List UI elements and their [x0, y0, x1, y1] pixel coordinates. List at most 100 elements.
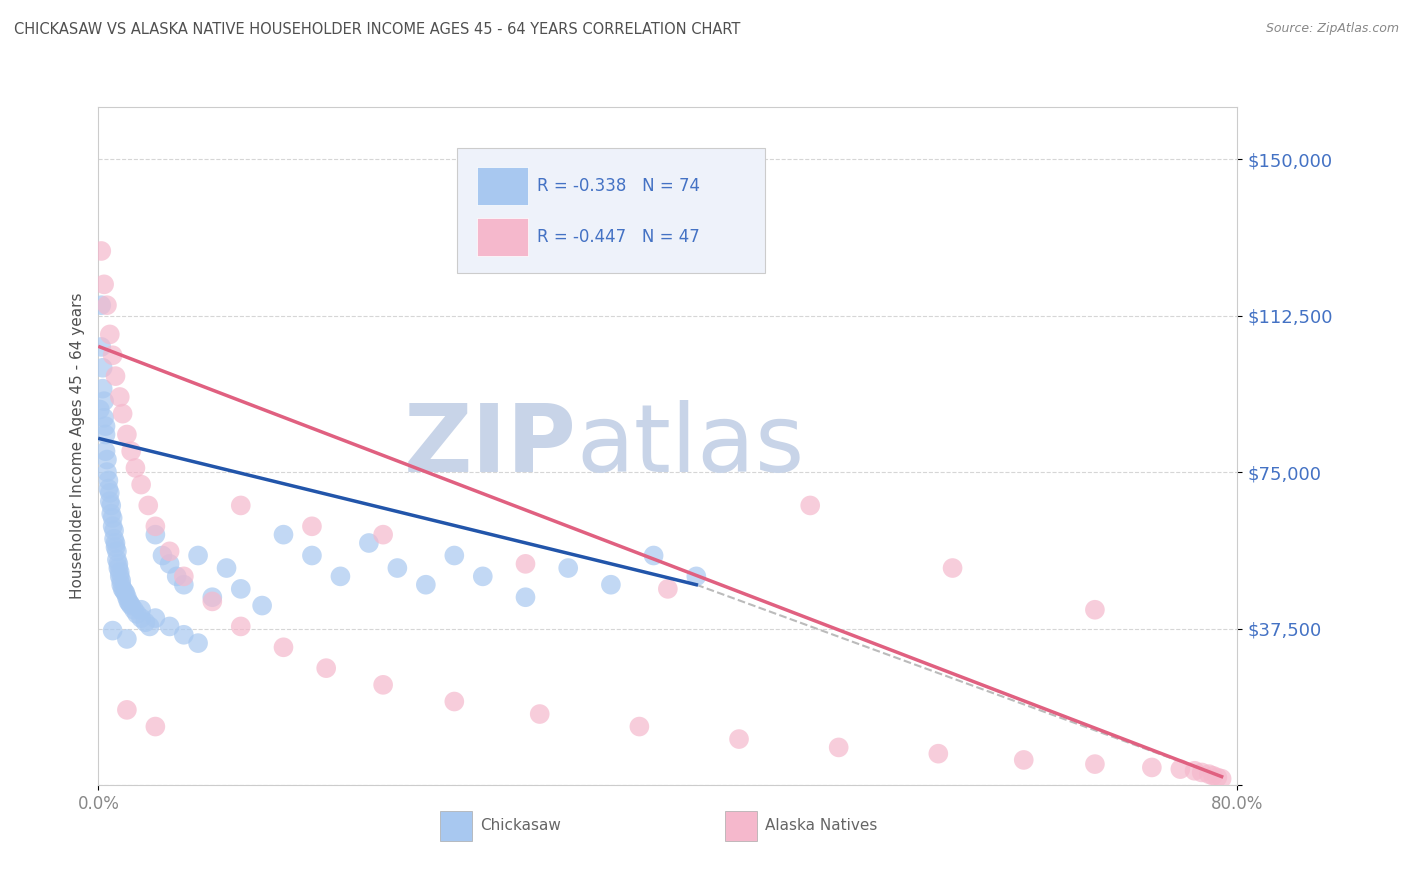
Text: Alaska Natives: Alaska Natives — [765, 818, 877, 833]
FancyBboxPatch shape — [477, 167, 527, 205]
Point — [115, 703, 138, 717]
Point — [173, 578, 195, 592]
Point — [91, 382, 114, 396]
Point — [166, 569, 188, 583]
Point — [273, 640, 295, 655]
Point — [187, 636, 209, 650]
FancyBboxPatch shape — [477, 218, 527, 256]
Point — [101, 348, 124, 362]
Point — [104, 536, 127, 550]
Point — [643, 549, 665, 563]
Point — [122, 603, 145, 617]
Point — [93, 277, 115, 292]
Point — [628, 720, 651, 734]
Point — [515, 557, 537, 571]
Point — [108, 390, 131, 404]
Point — [1202, 769, 1225, 783]
Point — [104, 369, 127, 384]
Point — [110, 578, 132, 592]
Point — [105, 552, 128, 566]
Text: Source: ZipAtlas.com: Source: ZipAtlas.com — [1265, 22, 1399, 36]
Point — [1198, 767, 1220, 781]
Point — [94, 427, 117, 442]
Point — [110, 574, 132, 588]
Point — [90, 340, 112, 354]
Point — [1206, 771, 1229, 785]
Point — [1184, 764, 1206, 778]
Point — [96, 452, 118, 467]
Point — [728, 732, 751, 747]
Point — [799, 499, 821, 513]
Point — [301, 519, 323, 533]
Point — [173, 569, 195, 583]
Point — [927, 747, 949, 761]
Point — [115, 632, 138, 646]
Point — [443, 694, 465, 708]
Point — [94, 419, 117, 434]
Point — [515, 591, 537, 605]
Point — [129, 603, 152, 617]
Point — [145, 519, 167, 533]
FancyBboxPatch shape — [440, 811, 472, 841]
Point — [103, 524, 125, 538]
Point — [101, 519, 124, 533]
Point — [94, 444, 117, 458]
Point — [1191, 765, 1213, 780]
Point — [124, 461, 146, 475]
Point — [387, 561, 409, 575]
Point — [159, 619, 181, 633]
Point — [600, 578, 623, 592]
Point — [471, 569, 494, 583]
Point — [557, 561, 579, 575]
Point — [112, 584, 135, 599]
Point — [685, 569, 707, 583]
Point — [101, 511, 124, 525]
Point — [1012, 753, 1035, 767]
Point — [301, 549, 323, 563]
Point — [1084, 757, 1107, 772]
Point — [250, 599, 273, 613]
Point — [201, 591, 224, 605]
Text: Chickasaw: Chickasaw — [479, 818, 561, 833]
Point — [105, 544, 128, 558]
Point — [117, 594, 139, 608]
Point — [104, 540, 127, 554]
Point — [93, 410, 115, 425]
Point — [145, 611, 167, 625]
Point — [657, 582, 679, 596]
Point — [415, 578, 437, 592]
Point — [201, 594, 224, 608]
Point — [93, 394, 115, 409]
Text: R = -0.447   N = 47: R = -0.447 N = 47 — [537, 227, 700, 245]
Text: ZIP: ZIP — [404, 400, 576, 492]
Point — [1140, 760, 1163, 774]
Text: R = -0.338   N = 74: R = -0.338 N = 74 — [537, 177, 700, 194]
Point — [111, 582, 134, 596]
Point — [97, 474, 120, 488]
Point — [159, 544, 181, 558]
Point — [145, 720, 167, 734]
Point — [125, 607, 148, 621]
Point — [98, 327, 121, 342]
Point — [828, 740, 851, 755]
Point — [101, 624, 124, 638]
Point — [96, 298, 118, 312]
Point — [129, 477, 152, 491]
Point — [100, 499, 122, 513]
FancyBboxPatch shape — [725, 811, 756, 841]
Point — [100, 507, 122, 521]
Point — [315, 661, 337, 675]
Point — [107, 557, 129, 571]
Text: CHICKASAW VS ALASKA NATIVE HOUSEHOLDER INCOME AGES 45 - 64 YEARS CORRELATION CHA: CHICKASAW VS ALASKA NATIVE HOUSEHOLDER I… — [14, 22, 741, 37]
Point — [373, 678, 395, 692]
Point — [329, 569, 352, 583]
Y-axis label: Householder Income Ages 45 - 64 years: Householder Income Ages 45 - 64 years — [69, 293, 84, 599]
Point — [108, 565, 131, 579]
FancyBboxPatch shape — [457, 148, 765, 273]
Point — [107, 561, 129, 575]
Point — [120, 444, 142, 458]
Point — [129, 611, 152, 625]
Point — [215, 561, 238, 575]
Point — [115, 427, 138, 442]
Point — [136, 499, 159, 513]
